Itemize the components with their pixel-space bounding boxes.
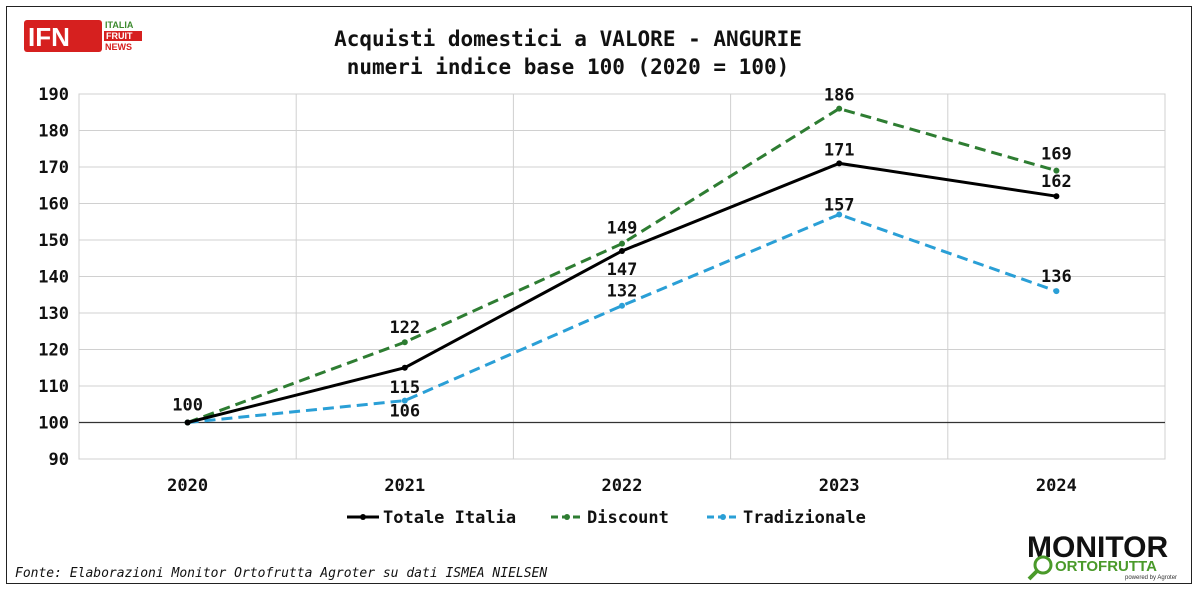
data-label: 132 xyxy=(607,282,638,302)
data-point xyxy=(619,247,625,254)
data-label: 147 xyxy=(607,260,638,280)
monitor-logo-handle xyxy=(1027,569,1039,581)
x-tick-label: 2020 xyxy=(167,476,208,496)
y-tick-label: 130 xyxy=(38,304,69,324)
ifn-logo-badge xyxy=(24,20,102,52)
data-point xyxy=(836,211,843,218)
data-point xyxy=(836,105,843,112)
data-label: 100 xyxy=(172,396,203,416)
data-point xyxy=(1053,193,1060,200)
legend-label: Discount xyxy=(587,508,669,528)
ifn-logo-line2: FRUIT xyxy=(106,31,133,41)
data-point xyxy=(1053,167,1060,174)
chart-frame: IFN ITALIA FRUIT NEWS Acquisti domestici… xyxy=(6,6,1192,584)
chart-subtitle: numeri indice base 100 (2020 = 100) xyxy=(347,55,790,79)
data-point xyxy=(401,364,408,371)
data-label: 136 xyxy=(1041,267,1072,287)
data-label: 162 xyxy=(1041,172,1072,192)
y-tick-label: 180 xyxy=(38,122,69,142)
y-tick-label: 150 xyxy=(38,231,69,251)
chart-title: Acquisti domestici a VALORE - ANGURIE xyxy=(334,27,802,51)
x-tick-label: 2022 xyxy=(602,476,643,496)
monitor-logo-word: MONITOR xyxy=(1027,531,1168,564)
legend-marker xyxy=(564,514,570,520)
y-tick-label: 110 xyxy=(38,377,69,397)
monitor-logo-tagline: powered by Agroter xyxy=(1125,575,1177,581)
ifn-logo: IFN ITALIA FRUIT NEWS xyxy=(24,20,142,52)
y-tick-label: 120 xyxy=(38,341,69,361)
legend-marker xyxy=(720,514,726,520)
source-note: Fonte: Elaborazioni Monitor Ortofrutta A… xyxy=(15,566,547,581)
y-tick-label: 170 xyxy=(38,158,69,178)
series-line-discount xyxy=(187,106,1057,424)
x-tick-label: 2023 xyxy=(819,476,860,496)
legend: Totale Italia Discount Tradizionale xyxy=(347,508,866,528)
ifn-logo-line1: ITALIA xyxy=(105,20,134,30)
monitor-ortofrutta-logo: MONITOR ORTOFRUTTA powered by Agroter xyxy=(1027,531,1177,581)
legend-marker xyxy=(360,514,366,520)
data-label: 186 xyxy=(824,86,855,106)
data-label: 169 xyxy=(1041,145,1072,165)
data-label: 149 xyxy=(607,219,638,239)
x-tick-label: 2024 xyxy=(1036,476,1077,496)
grid xyxy=(78,93,1166,460)
data-point xyxy=(1053,288,1060,295)
data-label: 171 xyxy=(824,140,855,160)
legend-label: Tradizionale xyxy=(743,508,866,528)
ifn-logo-mark: IFN xyxy=(28,22,70,52)
legend-label: Totale Italia xyxy=(383,508,516,528)
data-label: 122 xyxy=(389,318,420,338)
data-label: 157 xyxy=(824,195,855,215)
y-axis: 90 100 110 120 130 140 150 160 170 180 190 xyxy=(38,85,69,470)
series-lines xyxy=(184,105,1060,426)
monitor-logo-magnifier-icon xyxy=(1033,555,1053,575)
data-label: 115 xyxy=(389,378,420,398)
data-point xyxy=(401,339,408,346)
data-point xyxy=(619,240,625,247)
data-label: 106 xyxy=(389,402,420,422)
y-tick-label: 100 xyxy=(38,414,69,434)
monitor-logo-ortofrutta: ORTOFRUTTA xyxy=(1055,558,1157,575)
x-tick-label: 2021 xyxy=(384,476,425,496)
data-point xyxy=(836,160,843,167)
ifn-logo-fruit-bg xyxy=(104,31,142,41)
ifn-logo-line3: NEWS xyxy=(105,42,132,52)
data-labels: 100 115 147 171 162 122 149 186 169 106 132 157 136 xyxy=(172,86,1072,422)
data-point xyxy=(401,397,408,404)
y-tick-label: 160 xyxy=(38,195,69,215)
y-tick-label: 140 xyxy=(38,268,69,288)
data-point xyxy=(619,302,625,309)
x-axis: 2020 2021 2022 2023 2024 xyxy=(167,476,1077,496)
y-tick-label: 90 xyxy=(49,450,69,470)
y-tick-label: 190 xyxy=(38,85,69,105)
data-point xyxy=(184,419,191,426)
line-chart: IFN ITALIA FRUIT NEWS Acquisti domestici… xyxy=(15,20,1177,581)
series-line-tradizionale xyxy=(187,212,1057,424)
